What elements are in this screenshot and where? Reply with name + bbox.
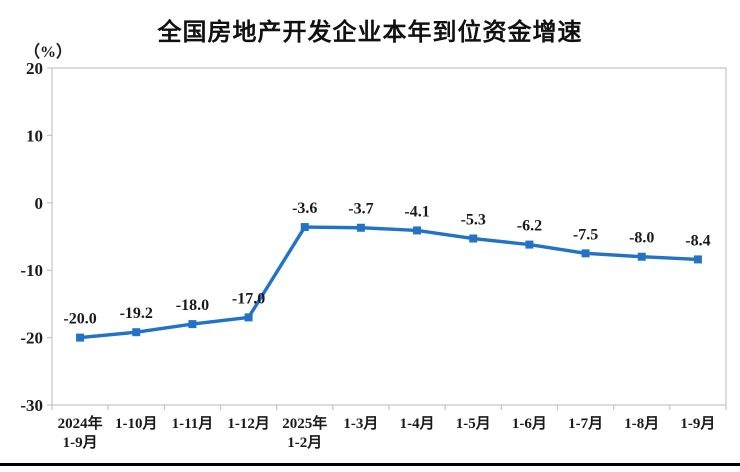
x-category-label: 1-2月 xyxy=(287,434,322,451)
data-point-label: -3.6 xyxy=(292,200,317,217)
y-axis-unit-label: （%） xyxy=(24,44,73,61)
data-point-label: -19.2 xyxy=(120,305,153,322)
chart-title: 全国房地产开发企业本年到位资金增速 xyxy=(157,19,583,46)
data-point-marker xyxy=(300,223,309,232)
y-tick-label: 0 xyxy=(35,194,44,213)
x-category-label: 2025年 xyxy=(282,414,327,432)
data-point-marker xyxy=(76,333,85,342)
data-point-marker xyxy=(525,240,534,249)
data-point-label: -4.1 xyxy=(404,203,429,220)
bottom-divider-line xyxy=(0,463,740,466)
y-tick-label: 20 xyxy=(26,59,43,78)
y-tick-label: -30 xyxy=(20,396,43,415)
series-line xyxy=(78,225,700,340)
data-point-label: -7.5 xyxy=(573,226,598,243)
x-category-label: 1-7月 xyxy=(568,415,603,432)
data-point-marker xyxy=(637,252,646,261)
data-point-label: -17.0 xyxy=(232,290,265,307)
x-category-label: 1-6月 xyxy=(512,415,547,432)
x-category-label: 1-9月 xyxy=(63,434,98,451)
data-point-label: -18.0 xyxy=(176,297,209,314)
data-point-marker xyxy=(693,255,702,264)
data-point-label: -3.7 xyxy=(348,201,373,218)
x-category-label: 1-9月 xyxy=(680,415,715,432)
x-category-label: 1-3月 xyxy=(343,415,378,432)
y-tick-label: 10 xyxy=(26,126,43,145)
data-point-label: -5.3 xyxy=(461,212,486,229)
data-point-marker xyxy=(132,328,141,337)
x-category-label: 1-10月 xyxy=(115,415,158,432)
x-category-label: 1-5月 xyxy=(456,415,491,432)
x-category-label: 2024年 xyxy=(58,414,103,432)
x-category-label: 1-8月 xyxy=(624,415,659,432)
data-point-label: -8.0 xyxy=(629,230,654,247)
data-point-marker xyxy=(356,223,365,232)
data-point-marker xyxy=(413,226,422,235)
data-point-label: -6.2 xyxy=(517,218,542,235)
x-category-label: 1-11月 xyxy=(172,415,214,432)
x-category-label: 1-12月 xyxy=(227,415,270,432)
y-tick-label: -10 xyxy=(20,261,43,280)
data-point-label: -20.0 xyxy=(63,311,96,328)
x-category-label: 1-4月 xyxy=(400,415,435,432)
y-tick-label: -20 xyxy=(20,329,43,348)
plot-border xyxy=(51,67,727,406)
data-point-marker xyxy=(188,320,197,329)
data-point-marker xyxy=(244,313,253,322)
data-point-marker xyxy=(581,249,590,258)
data-point-label: -8.4 xyxy=(685,232,710,249)
data-point-marker xyxy=(469,234,478,243)
